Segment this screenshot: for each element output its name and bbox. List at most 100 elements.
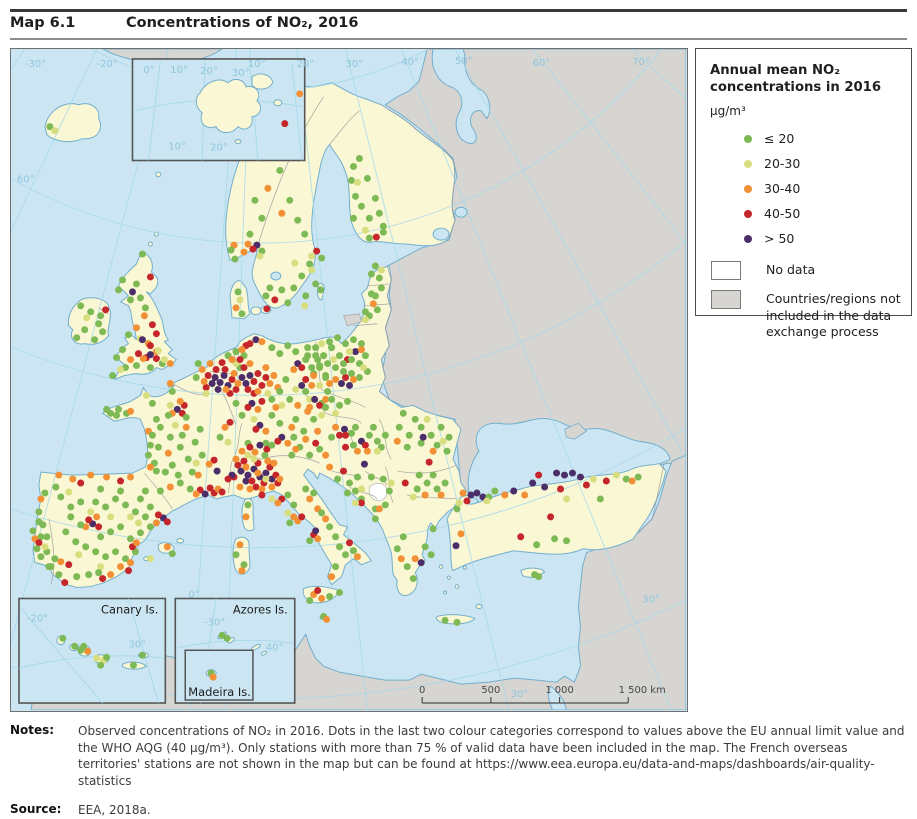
station-dot [294, 401, 302, 409]
canary-label: Canary Is. [101, 602, 158, 616]
station-dot [371, 194, 379, 202]
station-dot [346, 381, 353, 389]
station-dot [35, 539, 43, 547]
map-title: Concentrations of NO₂, 2016 [126, 15, 359, 31]
station-dot [102, 503, 110, 511]
station-dot [535, 573, 543, 581]
station-dot [230, 370, 238, 378]
station-dot [563, 495, 570, 503]
station-dot [328, 344, 336, 352]
station-dot [441, 479, 449, 487]
station-dot [252, 336, 260, 344]
station-dot [360, 460, 368, 468]
station-dot [306, 495, 314, 503]
station-dot [455, 499, 463, 507]
station-dot [367, 270, 375, 278]
legend-class-dot [744, 159, 752, 168]
station-dot [75, 551, 83, 559]
station-dot [332, 409, 340, 417]
station-dot [246, 485, 254, 493]
legend-class-label: > 50 [764, 231, 795, 247]
graticule-label: 0° [188, 590, 199, 601]
station-dot [92, 548, 100, 556]
station-dot [51, 127, 59, 135]
station-dot [340, 368, 348, 376]
station-dot [125, 331, 132, 339]
station-dot [202, 389, 210, 397]
station-dot [244, 501, 252, 509]
station-dot [284, 299, 292, 307]
station-dot [385, 487, 393, 495]
station-dot [238, 447, 246, 455]
station-dot [242, 379, 250, 387]
station-dot [589, 475, 597, 483]
station-dot [240, 248, 248, 256]
station-dot [236, 483, 244, 491]
station-dot [298, 272, 306, 280]
station-dot [240, 364, 248, 372]
station-dot [318, 595, 326, 602]
station-dot [258, 338, 266, 346]
station-dot [127, 473, 134, 481]
station-dot [238, 567, 246, 575]
station-dot [282, 376, 290, 383]
station-dot [242, 477, 250, 485]
station-dot [348, 176, 355, 184]
station-dot [81, 326, 89, 334]
station-dot [582, 481, 590, 489]
station-dot [57, 493, 65, 501]
station-dot [232, 399, 240, 407]
station-dot [322, 451, 330, 459]
graticule-label: 30° [128, 639, 146, 650]
station-dot [306, 537, 314, 545]
station-dot [541, 483, 549, 491]
graticule-label: -30° [25, 59, 46, 70]
station-dot [353, 553, 361, 561]
legend-not-included: Countries/regions not included in the da… [711, 290, 911, 341]
station-dot [209, 673, 217, 681]
station-dot [346, 479, 353, 487]
station-dot [274, 499, 282, 507]
station-dot [281, 120, 289, 128]
station-dot [361, 352, 369, 360]
station-dot [192, 459, 200, 467]
station-dot [300, 427, 308, 435]
station-dot [97, 312, 105, 320]
station-dot [433, 485, 441, 493]
station-dot [301, 302, 309, 310]
station-dot [441, 616, 449, 624]
station-dot [264, 457, 272, 465]
station-dot [256, 252, 264, 260]
station-dot [596, 495, 604, 503]
station-dot [306, 403, 314, 411]
station-dot [634, 473, 642, 481]
station-dot [99, 328, 107, 336]
station-dot [214, 385, 222, 393]
station-dot [37, 553, 45, 561]
station-dot [232, 385, 240, 393]
station-dot [266, 379, 274, 387]
station-dot [417, 439, 425, 447]
station-dot [186, 485, 194, 493]
station-dot [306, 451, 314, 459]
station-dot [132, 324, 140, 332]
station-dot [134, 350, 142, 358]
station-dot [377, 266, 385, 274]
station-dot [202, 383, 210, 391]
station-dot [355, 155, 363, 162]
station-dot [286, 519, 294, 527]
station-dot [77, 521, 85, 529]
graticule-label: 20° [200, 66, 218, 77]
station-dot [198, 451, 206, 459]
station-dot [336, 401, 344, 409]
station-dot [373, 447, 381, 455]
station-dot [529, 479, 537, 487]
station-dot [223, 634, 231, 642]
station-dot [163, 518, 171, 526]
station-dot [393, 545, 401, 553]
station-dot [37, 495, 45, 503]
station-dot [371, 515, 379, 523]
station-dot [290, 433, 298, 441]
station-dot [164, 411, 172, 419]
station-dot [213, 467, 221, 475]
